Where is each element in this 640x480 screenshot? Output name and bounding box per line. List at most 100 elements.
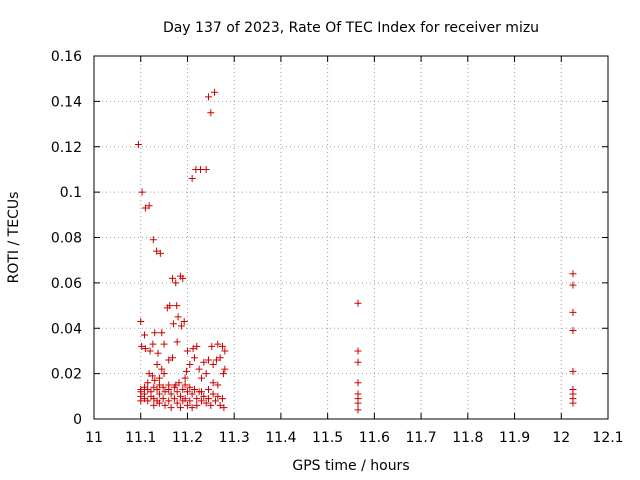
x-tick-label: 11.4 <box>265 430 296 446</box>
data-point <box>186 383 194 391</box>
data-point <box>141 345 149 353</box>
data-point <box>170 395 178 403</box>
data-point <box>207 401 215 409</box>
data-point <box>190 354 198 362</box>
data-point <box>200 392 208 400</box>
data-point <box>219 370 227 378</box>
data-point <box>220 404 228 412</box>
data-point <box>354 358 362 366</box>
data-point <box>140 331 148 339</box>
data-point <box>204 395 212 403</box>
data-point <box>172 381 180 389</box>
data-point <box>181 381 189 389</box>
data-point <box>209 361 217 369</box>
data-point <box>197 397 205 405</box>
data-point <box>140 390 148 398</box>
data-point <box>354 347 362 355</box>
data-point <box>221 365 229 373</box>
data-point <box>138 188 146 196</box>
y-tick-label: 0.04 <box>51 321 82 337</box>
data-point <box>153 247 161 255</box>
x-tick-label: 12 <box>552 430 570 446</box>
grid-lines <box>94 56 608 419</box>
data-point <box>150 401 158 409</box>
data-point <box>211 397 219 405</box>
data-point <box>167 404 175 412</box>
data-point <box>153 361 161 369</box>
data-point <box>154 349 162 357</box>
data-point <box>146 347 154 355</box>
axes: 11 11.1 11.2 11.3 11.4 11.5 11.6 11.7 11.8 11.9 12… <box>51 49 624 446</box>
data-point <box>145 202 153 210</box>
data-point <box>202 370 210 378</box>
data-point <box>169 320 177 328</box>
data-point <box>155 390 163 398</box>
data-point <box>219 395 226 403</box>
data-point <box>181 374 189 382</box>
y-tick-label: 0.06 <box>51 276 82 292</box>
data-point <box>151 376 159 384</box>
data-point <box>160 370 168 378</box>
x-tick-label: 12.1 <box>592 430 623 446</box>
data-point <box>354 399 362 407</box>
data-point <box>158 329 166 337</box>
data-point <box>200 358 208 366</box>
data-point <box>159 395 167 403</box>
y-tick-label: 0 <box>73 412 82 428</box>
data-point <box>149 236 157 244</box>
data-point <box>209 379 217 387</box>
chart-title: Day 137 of 2023, Rate Of TEC Index for r… <box>163 20 539 36</box>
x-tick-label: 11.6 <box>359 430 390 446</box>
data-point <box>156 249 164 257</box>
x-tick-label: 11.2 <box>172 430 203 446</box>
data-point <box>216 354 224 362</box>
data-point <box>177 322 185 330</box>
data-point <box>167 390 175 398</box>
data-point <box>144 397 152 405</box>
y-tick-label: 0.08 <box>51 231 82 247</box>
data-point <box>155 381 163 389</box>
data-point <box>161 388 169 396</box>
data-point <box>176 404 184 412</box>
data-point <box>183 347 191 355</box>
data-point <box>219 342 226 350</box>
data-point <box>173 338 181 346</box>
data-point <box>186 361 194 369</box>
data-point <box>569 327 577 335</box>
data-point <box>174 313 182 321</box>
data-point <box>221 347 229 355</box>
data-point <box>173 388 181 396</box>
data-point <box>214 392 222 400</box>
data-point <box>214 340 222 348</box>
data-point <box>214 381 222 389</box>
data-point <box>216 401 224 409</box>
data-point <box>173 399 181 407</box>
data-point <box>193 395 201 403</box>
data-point <box>193 342 201 350</box>
data-point <box>169 354 177 362</box>
data-point <box>183 367 191 375</box>
x-tick-label: 11.7 <box>406 430 437 446</box>
data-point <box>138 342 146 350</box>
data-point <box>354 406 362 414</box>
data-point <box>569 367 577 375</box>
data-point <box>202 399 210 407</box>
data-point <box>190 386 198 394</box>
data-point <box>141 204 149 212</box>
data-point <box>151 329 159 337</box>
data-point <box>165 397 173 405</box>
y-tick-label: 0.14 <box>51 94 82 110</box>
y-tick-label: 0.02 <box>51 367 82 383</box>
data-point <box>186 397 194 405</box>
data-point <box>354 299 362 307</box>
data-point <box>137 397 145 405</box>
data-point <box>197 388 205 396</box>
plot-frame <box>93 55 609 420</box>
data-point <box>211 88 219 96</box>
data-point <box>204 386 212 394</box>
data-point <box>181 395 189 403</box>
y-tick-label: 0.12 <box>51 140 82 156</box>
y-tick-label: 0.1 <box>60 185 82 201</box>
x-tick-label: 11.5 <box>312 430 343 446</box>
data-point <box>183 388 191 396</box>
